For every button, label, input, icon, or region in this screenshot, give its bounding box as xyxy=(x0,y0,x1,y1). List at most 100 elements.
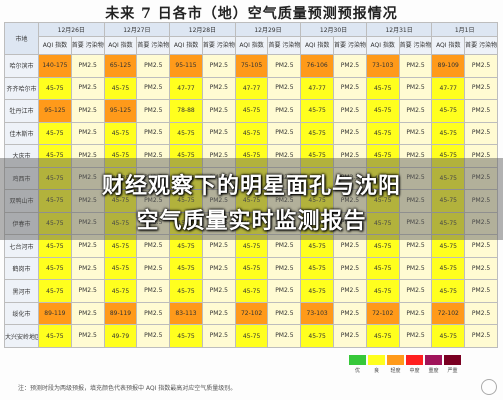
pollutant-cell: PM2.5 xyxy=(398,256,433,281)
aqi-value-cell: 45-75 xyxy=(365,211,400,236)
aqi-value-cell: 45-75 xyxy=(234,279,269,303)
aqi-value-cell: 45-75 xyxy=(38,256,72,281)
date-header: 12月26日 xyxy=(38,22,105,37)
aqi-value-cell: 45-75 xyxy=(103,121,138,146)
table-row: 绥化市 89-119 PM2.5 89-119 PM2.5 83-113 PM2.5 72-1… xyxy=(4,301,498,326)
seal-mark xyxy=(481,379,497,395)
pollutant-cell: PM2.5 xyxy=(70,256,105,281)
aqi-value-cell: 45-75 xyxy=(103,279,138,303)
pollutant-cell: PM2.5 xyxy=(201,301,236,326)
pollutant-cell: PM2.5 xyxy=(464,76,498,101)
aqi-value-cell: 72-102 xyxy=(365,301,400,326)
aqi-value-cell: 95-125 xyxy=(38,99,72,123)
table-row: 哈尔滨市 140-175 PM2.5 65-125 PM2.5 95-115 PM2.5 75… xyxy=(4,54,498,78)
city-name: 黑河市 xyxy=(4,279,39,303)
pollutant-cell: PM2.5 xyxy=(201,256,236,281)
aqi-value-cell: 45-75 xyxy=(169,166,203,191)
aqi-value-cell: 45-75 xyxy=(431,324,466,348)
aqi-value-cell: 45-75 xyxy=(431,144,466,168)
pollutant-cell: PM2.5 xyxy=(70,211,105,236)
aqi-value-cell: 95-115 xyxy=(169,54,203,78)
aqi-value-cell: 75-105 xyxy=(234,54,269,78)
pollutant-cell: PM2.5 xyxy=(464,234,498,258)
aqi-value-cell: 95-125 xyxy=(103,99,138,123)
aqi-value-cell: 45-75 xyxy=(169,324,203,348)
pollutant-cell: PM2.5 xyxy=(333,234,367,258)
pollutant-subheader: 首要 污染物 xyxy=(201,36,236,55)
aqi-value-cell: 72-102 xyxy=(431,301,466,326)
aqi-value-cell: 49-79 xyxy=(103,324,138,348)
table-row: 鸡西市 45-75 PM2.5 45-75 PM2.5 45-75 PM2.5 45-75 PM… xyxy=(4,166,498,191)
pollutant-cell: PM2.5 xyxy=(267,256,302,281)
aqi-value-cell: 45-75 xyxy=(365,234,400,258)
city-name: 鸡西市 xyxy=(4,166,39,191)
pollutant-cell: PM2.5 xyxy=(201,324,236,348)
aqi-value-cell: 45-75 xyxy=(234,256,269,281)
pollutant-cell: PM2.5 xyxy=(136,211,171,236)
date-header: 1月1日 xyxy=(431,22,498,37)
pollutant-cell: PM2.5 xyxy=(464,166,498,191)
headline-line-1: 财经观察下的明星面孔与沈阳 xyxy=(101,174,401,199)
legend-swatch xyxy=(387,355,404,365)
aqi-value-cell: 45-75 xyxy=(38,234,72,258)
aqi-value-cell: 45-75 xyxy=(103,144,138,168)
pollutant-cell: PM2.5 xyxy=(201,54,236,78)
pollutant-cell: PM2.5 xyxy=(70,121,105,146)
aqi-value-cell: 45-75 xyxy=(38,76,72,101)
pollutant-cell: PM2.5 xyxy=(201,121,236,146)
aqi-value-cell: 45-75 xyxy=(365,166,400,191)
pollutant-cell: PM2.5 xyxy=(398,189,433,213)
legend-swatch xyxy=(444,355,461,365)
pollutant-cell: PM2.5 xyxy=(136,99,171,123)
aqi-value-cell: 45-75 xyxy=(103,166,138,191)
pollutant-cell: PM2.5 xyxy=(267,166,302,191)
pollutant-cell: PM2.5 xyxy=(464,144,498,168)
aqi-value-cell: 89-119 xyxy=(38,301,72,326)
aqi-value-cell: 45-75 xyxy=(365,76,400,101)
aqi-subheader: AQI 指数 xyxy=(103,36,138,55)
pollutant-cell: PM2.5 xyxy=(464,301,498,326)
aqi-value-cell: 45-75 xyxy=(300,324,335,348)
pollutant-cell: PM2.5 xyxy=(70,324,105,348)
page-title: 未来 7 日各市（地）空气质量预测预报情况 xyxy=(105,6,398,22)
pollutant-subheader: 首要 污染物 xyxy=(70,36,105,55)
pollutant-cell: PM2.5 xyxy=(398,301,433,326)
legend-item: 优 xyxy=(348,355,367,374)
legend-item: 轻度 xyxy=(386,355,405,374)
pollutant-cell: PM2.5 xyxy=(70,279,105,303)
aqi-value-cell: 45-75 xyxy=(169,279,203,303)
pollutant-subheader: 首要 污染物 xyxy=(333,36,367,55)
pollutant-cell: PM2.5 xyxy=(201,144,236,168)
aqi-value-cell: 45-75 xyxy=(38,324,72,348)
aqi-value-cell: 45-75 xyxy=(431,121,466,146)
aqi-legend: 优 良 轻度 中度 重度 严重 xyxy=(348,355,462,374)
table-row: 黑河市 45-75 PM2.5 45-75 PM2.5 45-75 PM2.5 45-75 PM… xyxy=(4,279,498,303)
city-column-header: 市地 xyxy=(4,22,39,55)
pollutant-cell: PM2.5 xyxy=(70,54,105,78)
aqi-value-cell: 45-75 xyxy=(300,211,335,236)
aqi-subheader: AQI 指数 xyxy=(431,36,466,55)
city-name: 鹤岗市 xyxy=(4,256,39,281)
pollutant-cell: PM2.5 xyxy=(464,279,498,303)
pollutant-cell: PM2.5 xyxy=(136,279,171,303)
aqi-subheader: AQI 指数 xyxy=(365,36,400,55)
date-header: 12月28日 xyxy=(169,22,236,37)
aqi-value-cell: 45-75 xyxy=(365,121,400,146)
pollutant-cell: PM2.5 xyxy=(464,99,498,123)
aqi-value-cell: 45-75 xyxy=(38,279,72,303)
pollutant-cell: PM2.5 xyxy=(464,256,498,281)
aqi-subheader: AQI 指数 xyxy=(234,36,269,55)
aqi-value-cell: 47-77 xyxy=(169,76,203,101)
aqi-value-cell: 45-75 xyxy=(431,234,466,258)
pollutant-cell: PM2.5 xyxy=(333,54,367,78)
aqi-value-cell: 45-75 xyxy=(169,121,203,146)
aqi-value-cell: 83-113 xyxy=(169,301,203,326)
aqi-value-cell: 89-119 xyxy=(103,301,138,326)
pollutant-cell: PM2.5 xyxy=(70,99,105,123)
aqi-value-cell: 45-75 xyxy=(431,256,466,281)
pollutant-cell: PM2.5 xyxy=(136,301,171,326)
legend-label: 良 xyxy=(373,368,379,374)
aqi-value-cell: 89-109 xyxy=(431,54,466,78)
aqi-value-cell: 76-106 xyxy=(300,54,335,78)
